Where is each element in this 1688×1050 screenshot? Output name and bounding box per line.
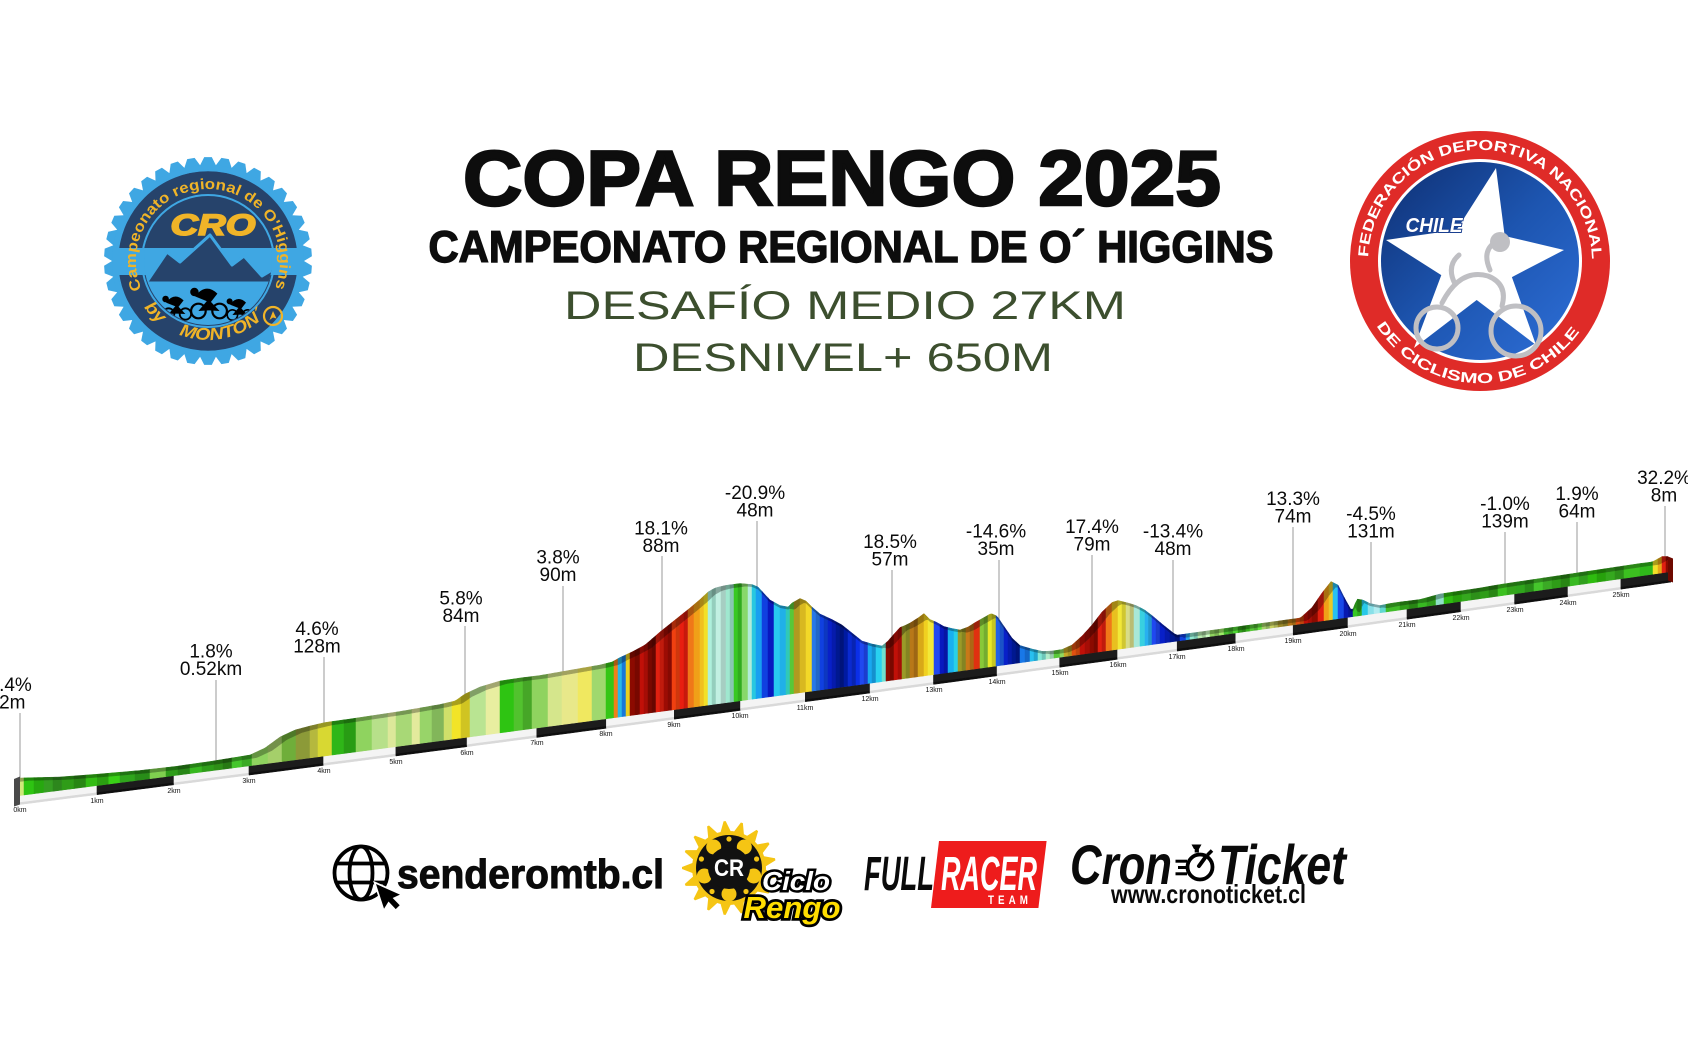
svg-text:74m: 74m: [1275, 507, 1312, 528]
svg-text:22km: 22km: [1452, 615, 1469, 622]
svg-text:9km: 9km: [667, 722, 680, 729]
svg-text:21km: 21km: [1398, 622, 1415, 629]
svg-text:8m: 8m: [1651, 486, 1677, 507]
svg-text:24km: 24km: [1559, 600, 1576, 607]
svg-text:10km: 10km: [731, 713, 748, 720]
svg-text:CR: CR: [714, 855, 744, 882]
svg-text:3km: 3km: [242, 778, 255, 785]
svg-text:Ticket: Ticket: [1218, 833, 1348, 896]
svg-text:CRO: CRO: [171, 209, 256, 242]
svg-text:139m: 139m: [1481, 512, 1529, 533]
svg-text:CHILE: CHILE: [1406, 215, 1464, 237]
svg-text:18km: 18km: [1227, 646, 1244, 653]
svg-text:16km: 16km: [1109, 662, 1126, 669]
svg-text:-13.4%: -13.4%: [1143, 522, 1203, 543]
svg-text:FULL: FULL: [864, 848, 934, 901]
svg-text:Cron: Cron: [1070, 833, 1172, 896]
svg-text:17.4%: 17.4%: [1065, 517, 1119, 538]
svg-text:COPA RENGO 2025: COPA RENGO 2025: [463, 134, 1221, 222]
svg-text:12km: 12km: [861, 696, 878, 703]
svg-text:3.8%: 3.8%: [536, 548, 579, 569]
svg-text:17km: 17km: [1168, 654, 1185, 661]
svg-text:23km: 23km: [1506, 607, 1523, 614]
svg-text:CAMPEONATO REGIONAL DE O´ HIGG: CAMPEONATO REGIONAL DE O´ HIGGINS: [429, 223, 1274, 272]
svg-text:128m: 128m: [293, 637, 341, 658]
svg-text:15km: 15km: [1051, 670, 1068, 677]
svg-text:20km: 20km: [1339, 631, 1356, 638]
svg-text:-4.5%: -4.5%: [1346, 504, 1396, 525]
svg-text:www.cronoticket.cl: www.cronoticket.cl: [1110, 879, 1306, 909]
svg-text:1km: 1km: [90, 798, 103, 805]
svg-text:13km: 13km: [925, 687, 942, 694]
svg-text:90m: 90m: [540, 565, 577, 586]
svg-text:DESAFÍO MEDIO 27KM: DESAFÍO MEDIO 27KM: [564, 283, 1126, 328]
svg-text:TEAM: TEAM: [988, 893, 1032, 907]
svg-text:DESNIVEL+ 650M: DESNIVEL+ 650M: [633, 336, 1053, 380]
svg-text:25km: 25km: [1612, 592, 1629, 599]
svg-text:52m: 52m: [0, 693, 25, 714]
svg-text:11km: 11km: [797, 705, 814, 712]
svg-text:79m: 79m: [1074, 535, 1111, 556]
svg-text:64m: 64m: [1559, 502, 1596, 523]
svg-text:-1.4%: -1.4%: [0, 675, 32, 696]
svg-text:Rengo: Rengo: [744, 890, 841, 925]
svg-text:-1.0%: -1.0%: [1480, 494, 1530, 515]
svg-text:7km: 7km: [530, 740, 543, 747]
svg-text:-20.9%: -20.9%: [725, 483, 785, 504]
svg-text:14km: 14km: [988, 679, 1005, 686]
svg-text:-14.6%: -14.6%: [966, 522, 1026, 543]
svg-text:19km: 19km: [1284, 638, 1301, 645]
svg-text:8km: 8km: [599, 731, 612, 738]
svg-text:18.1%: 18.1%: [634, 519, 688, 540]
svg-text:35m: 35m: [978, 539, 1015, 560]
svg-text:5km: 5km: [389, 759, 402, 766]
svg-text:6km: 6km: [460, 750, 473, 757]
svg-text:Ciclo: Ciclo: [762, 866, 830, 896]
svg-text:18.5%: 18.5%: [863, 532, 917, 553]
svg-text:48m: 48m: [737, 501, 774, 522]
svg-text:1.9%: 1.9%: [1555, 484, 1598, 505]
svg-text:13.3%: 13.3%: [1266, 489, 1320, 510]
svg-text:131m: 131m: [1347, 522, 1395, 543]
svg-text:57m: 57m: [872, 550, 909, 571]
svg-text:2km: 2km: [167, 788, 180, 795]
svg-text:senderomtb.cl: senderomtb.cl: [397, 851, 664, 897]
svg-text:0.52km: 0.52km: [180, 659, 242, 680]
svg-text:84m: 84m: [443, 606, 480, 627]
svg-text:0km: 0km: [13, 807, 26, 814]
svg-text:RACER: RACER: [941, 848, 1037, 901]
svg-text:4km: 4km: [317, 768, 330, 775]
svg-text:48m: 48m: [1155, 539, 1192, 560]
svg-text:1.8%: 1.8%: [189, 642, 232, 663]
svg-text:32.2%: 32.2%: [1637, 468, 1688, 489]
svg-text:88m: 88m: [643, 536, 680, 557]
svg-text:4.6%: 4.6%: [295, 619, 338, 640]
svg-text:5.8%: 5.8%: [439, 589, 482, 610]
